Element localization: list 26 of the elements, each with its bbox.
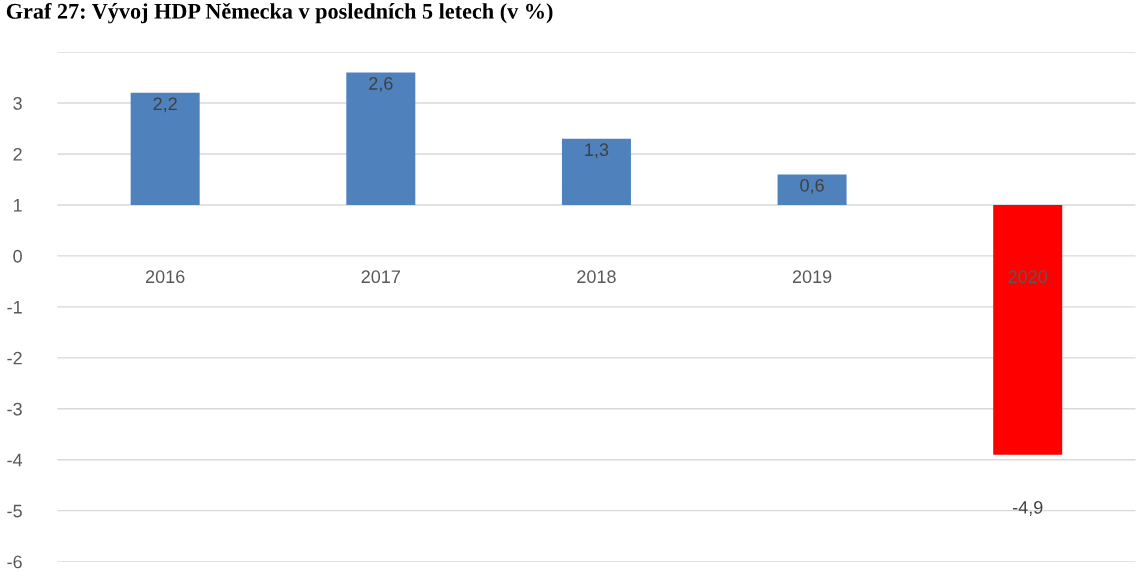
bar <box>993 204 1063 455</box>
bar <box>346 72 416 205</box>
data-label: 0,6 <box>800 178 824 194</box>
x-tick-label: 2016 <box>146 270 185 284</box>
y-tick-label: 0 <box>13 249 22 263</box>
bar <box>130 92 200 205</box>
x-tick-label: 2020 <box>1008 270 1048 284</box>
y-tick-label: -3 <box>7 402 22 416</box>
bar <box>561 138 631 205</box>
y-tick-label: 1 <box>13 199 22 212</box>
y-tick-label: -4 <box>7 453 23 467</box>
data-label: 1,3 <box>585 143 609 159</box>
data-label: 2,6 <box>369 77 393 92</box>
y-tick-label: 3 <box>13 97 22 110</box>
x-tick-label: 2019 <box>792 270 832 284</box>
data-label: 2,2 <box>153 97 177 113</box>
x-tick-label: 2017 <box>361 270 400 284</box>
data-label: -4,9 <box>1012 500 1043 516</box>
y-tick-label: 2 <box>13 147 22 161</box>
chart-title: Graf 27: Vývoj HDP Německa v posledních 5 letech (v %) <box>6 2 553 24</box>
y-tick-label: -6 <box>7 555 22 569</box>
y-tick-label: -1 <box>7 300 22 314</box>
bar <box>777 174 847 205</box>
x-tick-label: 2018 <box>577 270 616 284</box>
y-tick-label: -2 <box>7 351 22 365</box>
y-tick-label: -5 <box>7 504 22 518</box>
